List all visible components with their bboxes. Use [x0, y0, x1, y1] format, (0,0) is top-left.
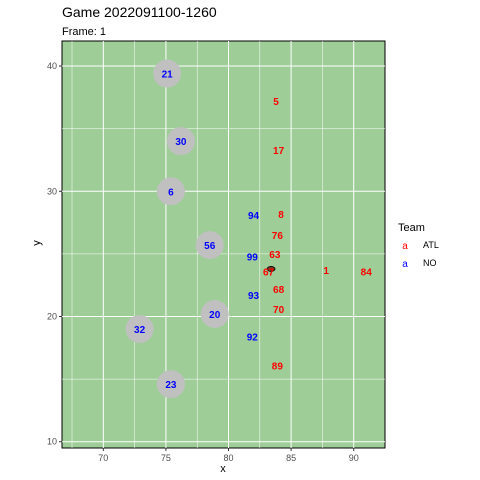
legend-key-atl: a	[402, 241, 408, 252]
player-label-atl: 17	[273, 146, 285, 157]
highlight-circle	[156, 177, 185, 206]
legend-title: Team	[398, 222, 425, 234]
highlight-circle	[195, 231, 224, 260]
football-marker	[266, 266, 276, 272]
highlight-circles	[125, 59, 229, 399]
player-label-no: 56	[204, 241, 216, 252]
highlight-circle	[125, 315, 154, 344]
x-tick-label: 85	[286, 453, 296, 463]
y-tick-label: 30	[47, 186, 57, 196]
player-label-atl: 89	[272, 361, 284, 372]
legend-label-no: NO	[423, 258, 437, 268]
player-label-no: 32	[134, 325, 146, 336]
x-tick-label: 90	[349, 453, 359, 463]
legend-label-atl: ATL	[423, 240, 439, 250]
player-label-no: 20	[209, 310, 221, 321]
player-label-no: 93	[248, 291, 260, 302]
player-label-atl: 63	[269, 250, 281, 261]
player-label-atl: 5	[273, 97, 279, 108]
player-label-no: 23	[165, 380, 177, 391]
grid	[62, 41, 385, 448]
x-tick-label: 70	[98, 453, 108, 463]
ball-layer	[266, 266, 276, 272]
player-label-no: 92	[247, 333, 259, 344]
y-tick-label: 20	[47, 312, 57, 322]
y-tick-label: 40	[47, 61, 57, 71]
player-label-atl: 8	[278, 210, 284, 221]
player-label-atl: 1	[323, 266, 329, 277]
chart-subtitle: Frame: 1	[62, 26, 106, 38]
player-label-atl: 68	[273, 285, 285, 296]
player-label-no: 94	[248, 211, 260, 222]
y-tick-label: 10	[47, 437, 57, 447]
legend: Team a ATL a NO	[398, 222, 439, 270]
x-axis-title: x	[220, 463, 226, 475]
highlight-circle	[166, 127, 195, 156]
highlight-circle	[156, 370, 185, 399]
player-label-atl: 67	[263, 267, 275, 278]
player-label-atl: 76	[272, 231, 284, 242]
player-label-no: 21	[162, 70, 174, 81]
highlight-circle	[200, 300, 229, 329]
player-label-no: 6	[168, 187, 174, 198]
highlight-circle	[153, 59, 182, 88]
player-label-no: 30	[175, 137, 187, 148]
chart-title: Game 2022091100-1260	[62, 4, 217, 20]
legend-key-no: a	[402, 259, 408, 270]
player-label-atl: 84	[361, 267, 373, 278]
x-tick-label: 80	[223, 453, 233, 463]
player-label-no: 99	[247, 252, 259, 263]
x-tick-label: 75	[161, 453, 171, 463]
y-axis-title: y	[31, 240, 43, 246]
player-labels: 5 17 8 76 63 67 1 84 68 70 89 21 30 6 94 56 99 93 20 32 92 23	[134, 70, 372, 392]
player-label-atl: 70	[273, 305, 285, 316]
